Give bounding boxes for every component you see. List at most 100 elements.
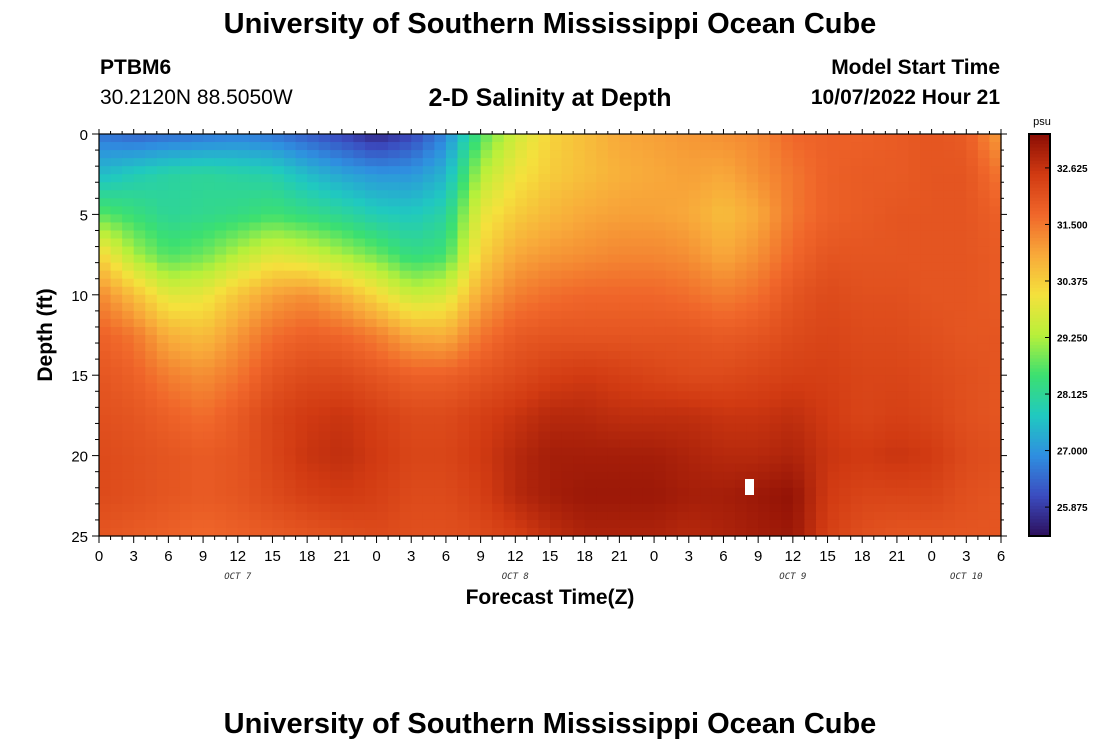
heatmap-cell	[943, 415, 956, 425]
heatmap-cell	[769, 375, 782, 384]
heatmap-cell	[179, 174, 193, 183]
heatmap-cell	[735, 254, 748, 264]
heatmap-cell	[388, 190, 401, 199]
heatmap-cell	[920, 495, 933, 505]
heatmap-cell	[249, 343, 262, 352]
heatmap-cell	[515, 399, 528, 408]
heatmap-cell	[249, 351, 262, 360]
heatmap-cell	[445, 142, 459, 151]
heatmap-cell	[411, 495, 424, 505]
heatmap-cell	[920, 182, 933, 191]
heatmap-cell	[862, 407, 875, 416]
heatmap-cell	[179, 278, 193, 288]
heatmap-cell	[920, 230, 933, 240]
colorbar-segment	[1029, 164, 1050, 169]
heatmap-cell	[862, 335, 875, 344]
heatmap-cell	[515, 511, 528, 521]
heatmap-cell	[515, 318, 528, 328]
heatmap-cell	[318, 407, 331, 416]
heatmap-cell	[758, 230, 771, 240]
heatmap-cell	[596, 487, 609, 497]
heatmap-cell	[862, 182, 875, 191]
heatmap-cell	[688, 174, 701, 183]
heatmap-cell	[214, 254, 227, 264]
heatmap-cell	[792, 367, 806, 376]
heatmap-cell	[688, 415, 701, 425]
heatmap-cell	[596, 246, 609, 256]
heatmap-cell	[295, 174, 308, 183]
heatmap-cell	[954, 351, 967, 360]
heatmap-cell	[920, 294, 933, 304]
heatmap-cell	[376, 359, 389, 368]
heatmap-cell	[827, 391, 840, 400]
heatmap-cell	[804, 158, 817, 167]
heatmap-cell	[272, 359, 285, 368]
heatmap-cell	[966, 439, 979, 449]
colorbar-segment	[1029, 495, 1050, 500]
heatmap-cell	[827, 511, 840, 521]
heatmap-cell	[399, 335, 412, 344]
x-tick-label: 12	[507, 548, 524, 565]
heatmap-cell	[469, 222, 482, 232]
heatmap-cell	[260, 254, 274, 264]
heatmap-cell	[399, 343, 412, 352]
heatmap-cell	[885, 294, 898, 304]
heatmap-cell	[411, 238, 424, 248]
heatmap-cell	[168, 399, 181, 408]
colorbar-segment	[1029, 304, 1050, 309]
heatmap-cell	[700, 519, 713, 529]
heatmap-cell	[989, 495, 1002, 505]
heatmap-cell	[573, 487, 586, 497]
heatmap-cell	[237, 367, 250, 376]
heatmap-cell	[122, 158, 135, 167]
heatmap-cell	[815, 158, 829, 167]
heatmap-cell	[515, 447, 528, 457]
heatmap-cell	[931, 407, 944, 416]
heatmap-cell	[492, 198, 505, 207]
heatmap-cell	[203, 343, 216, 352]
heatmap-cell	[885, 158, 898, 167]
heatmap-cell	[457, 519, 470, 529]
heatmap-cell	[596, 278, 609, 288]
heatmap-cell	[133, 326, 146, 336]
heatmap-cell	[341, 326, 355, 336]
heatmap-cell	[815, 487, 829, 497]
heatmap-cell	[711, 367, 725, 376]
heatmap-cell	[607, 383, 620, 392]
heatmap-cell	[977, 431, 991, 441]
heatmap-cell	[515, 431, 528, 441]
heatmap-cell	[850, 158, 863, 167]
heatmap-cell	[411, 246, 424, 256]
heatmap-cell	[249, 294, 262, 304]
heatmap-cell	[364, 302, 378, 312]
heatmap-cell	[827, 527, 840, 537]
heatmap-cell	[711, 134, 725, 143]
heatmap-cell	[469, 174, 482, 183]
heatmap-cell	[422, 351, 435, 360]
heatmap-cell	[318, 318, 331, 328]
heatmap-cell	[792, 174, 806, 183]
heatmap-cell	[954, 343, 967, 352]
heatmap-cell	[341, 310, 355, 320]
heatmap-cell	[133, 375, 146, 384]
heatmap-cell	[839, 527, 852, 537]
heatmap-cell	[179, 527, 193, 537]
heatmap-cell	[850, 318, 863, 328]
heatmap-cell	[515, 134, 528, 143]
heatmap-cell	[226, 511, 239, 521]
heatmap-cell	[908, 302, 921, 312]
heatmap-cell	[318, 286, 331, 296]
heatmap-cell	[827, 439, 840, 449]
heatmap-cell	[758, 447, 771, 457]
heatmap-cell	[862, 495, 875, 505]
heatmap-cell	[665, 302, 678, 312]
heatmap-cell	[422, 310, 435, 320]
heatmap-cell	[839, 511, 852, 521]
heatmap-cell	[966, 447, 979, 457]
heatmap-cell	[896, 439, 910, 449]
heatmap-cell	[376, 286, 389, 296]
heatmap-cell	[908, 431, 921, 441]
heatmap-cell	[445, 463, 459, 473]
heatmap-cell	[434, 318, 447, 328]
heatmap-cell	[677, 447, 690, 457]
